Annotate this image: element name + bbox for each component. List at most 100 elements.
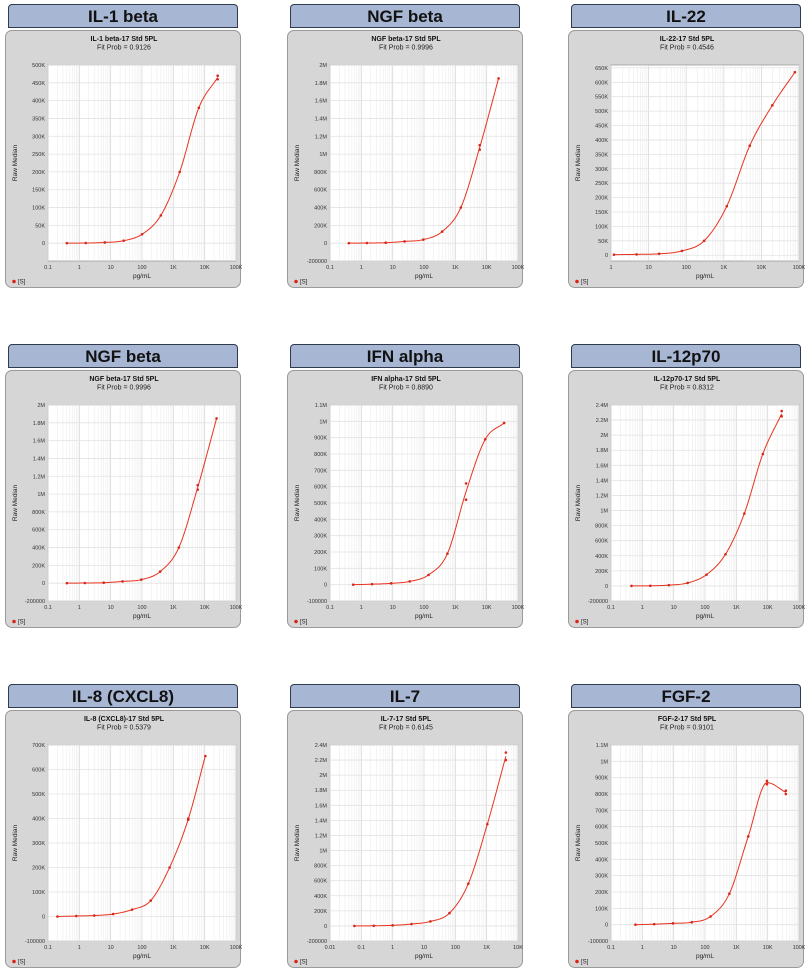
y-tick-label: 900K [314, 436, 327, 442]
fit-probability: Fit Prob = 0.6145 [379, 725, 433, 732]
data-point [705, 573, 708, 576]
data-point [111, 912, 115, 916]
data-point [389, 582, 393, 585]
y-tick-label: 350K [595, 152, 608, 158]
chart-svg: IL-1 beta-17 Std 5PL Fit Prob = 0.9126 0.1… [12, 36, 242, 286]
y-axis-label: Raw Median [294, 485, 301, 522]
y-tick-label: 600K [32, 768, 45, 774]
data-point [216, 77, 219, 81]
chart-panel: IL-8 (CXCL8) IL-8 (CXCL8)-17 Std 5PL Fit P… [5, 684, 242, 968]
y-tick-label: 0 [324, 241, 327, 247]
data-point [83, 581, 87, 585]
panel-header: NGF beta [290, 4, 520, 28]
y-tick-label: 1.6M [315, 99, 328, 105]
y-tick-label: 0 [42, 915, 45, 921]
y-tick-label: 200K [314, 223, 327, 229]
x-axis-label: pg/mL [133, 953, 151, 960]
x-tick-label: 0.1 [44, 605, 52, 611]
data-point [765, 782, 769, 786]
y-tick-label: 200K [32, 563, 45, 569]
legend-label: [S] [300, 960, 308, 966]
x-tick-label: 0.1 [607, 945, 615, 951]
x-tick-label: 10K [513, 945, 523, 951]
chart-svg: IFN alpha-17 Std 5PL Fit Prob = 0.8890 0.1… [294, 376, 524, 626]
x-tick-label: 10K [757, 265, 767, 271]
chart-panel: IL-12p70 IL-12p70-17 Std 5PL Fit Prob = 0.… [568, 344, 805, 628]
data-point [680, 249, 684, 253]
plot-area [610, 64, 800, 262]
y-tick-label: -100000 [25, 939, 45, 945]
y-tick-label: 2M [600, 433, 608, 439]
data-point [497, 77, 500, 80]
data-point [748, 144, 752, 148]
y-tick-label: 400K [595, 138, 608, 144]
x-tick-label: 10K [482, 265, 492, 271]
y-axis-label: Raw Median [294, 145, 301, 182]
data-point [464, 498, 468, 502]
data-point [408, 580, 412, 583]
data-point [725, 204, 729, 208]
y-tick-label: 350K [32, 116, 45, 122]
y-tick-label: 150K [595, 210, 608, 216]
fit-probability: Fit Prob = 0.5379 [97, 725, 151, 732]
data-point [65, 241, 69, 245]
x-tick-label: 100 [419, 605, 428, 611]
y-tick-label: 200K [32, 170, 45, 176]
y-tick-label: 550K [595, 95, 608, 101]
panel-header: IL-1 beta [8, 4, 238, 28]
y-tick-label: 0 [605, 923, 608, 929]
x-tick-label: 0.01 [325, 945, 336, 951]
data-point [74, 914, 78, 918]
legend-label: [S] [581, 960, 589, 966]
data-point [215, 417, 218, 420]
chart-title: IL-7-17 Std 5PL [381, 716, 432, 723]
chart-card: IL-22-17 Std 5PL Fit Prob = 0.4546 1 10 100 1… [568, 30, 805, 288]
y-axis-label: Raw Median [12, 485, 19, 522]
y-tick-label: 500K [32, 63, 45, 69]
y-tick-label: 2.2M [596, 418, 609, 424]
x-tick-label: 10 [108, 265, 114, 271]
y-tick-label: 400K [32, 817, 45, 823]
fit-probability: Fit Prob = 0.8312 [660, 385, 714, 392]
chart-title: NGF beta-17 Std 5PL [371, 36, 441, 43]
y-tick-label: 700K [32, 743, 45, 749]
x-tick-label: 0.1 [44, 945, 52, 951]
chart-title: IL-1 beta-17 Std 5PL [91, 36, 159, 43]
data-point [780, 409, 783, 413]
legend-marker [575, 279, 579, 284]
data-point [429, 920, 432, 923]
x-tick-label: 10K [763, 945, 773, 951]
y-tick-label: 100K [314, 566, 327, 572]
x-tick-label: 10K [200, 605, 210, 611]
chart-title: NGF beta-17 Std 5PL [89, 376, 159, 383]
chart-svg: IL-7-17 Std 5PL Fit Prob = 0.6145 0.01 0.1 1… [294, 716, 523, 966]
y-tick-label: 1M [319, 419, 327, 425]
y-tick-label: 0 [42, 241, 45, 247]
y-tick-label: 500K [314, 501, 327, 507]
x-tick-label: 1K [170, 265, 177, 271]
y-tick-label: 800K [314, 864, 327, 870]
y-tick-label: -200000 [588, 599, 608, 605]
y-tick-label: 200K [595, 196, 608, 202]
y-tick-label: 1.1M [596, 743, 609, 749]
legend-label: [S] [300, 280, 308, 286]
data-point [196, 483, 200, 487]
data-point [204, 754, 207, 758]
chart-svg: FGF-2-17 Std 5PL Fit Prob = 0.9101 0.1 1 10 1… [575, 716, 805, 966]
y-tick-label: 800K [595, 524, 608, 530]
x-tick-label: 10 [646, 265, 652, 271]
data-point [761, 452, 765, 456]
y-tick-label: 300K [314, 534, 327, 540]
y-tick-label: 1M [600, 509, 608, 515]
legend-marker [12, 619, 16, 624]
panel-header: NGF beta [8, 344, 238, 368]
fit-probability: Fit Prob = 0.9126 [97, 45, 151, 52]
data-point [464, 482, 468, 485]
y-tick-label: 1M [319, 849, 327, 855]
x-tick-label: 0.1 [358, 945, 366, 951]
data-point [784, 789, 788, 793]
data-point [427, 573, 430, 577]
x-axis-label: pg/mL [415, 953, 433, 960]
data-point [635, 253, 638, 256]
chart-card: IL-12p70-17 Std 5PL Fit Prob = 0.8312 0.1 1… [568, 370, 805, 628]
